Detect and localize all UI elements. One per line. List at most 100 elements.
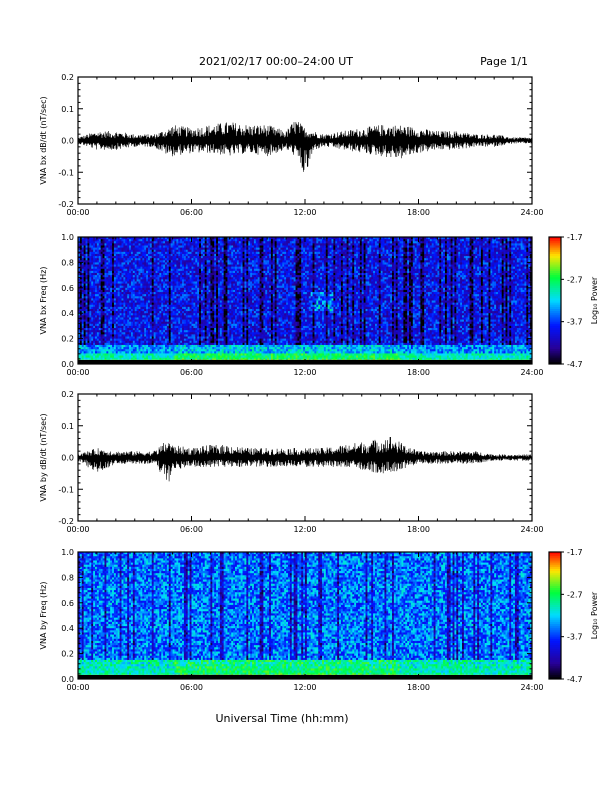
spectrogram-cell: [78, 323, 81, 327]
spectrogram: [78, 237, 533, 365]
spectrogram-cell: [87, 308, 90, 312]
spectrogram-cell: [89, 275, 92, 278]
spectrogram-cell: [85, 313, 88, 316]
spectrogram-cell: [85, 285, 88, 289]
spectrogram-cell: [79, 321, 83, 325]
spectrogram-cell: [78, 268, 81, 272]
spectrogram-cell: [79, 311, 83, 314]
spectrogram-cell: [79, 357, 83, 361]
spectrogram-cell: [87, 247, 90, 251]
page-number: Page 1/1: [480, 55, 528, 68]
spectrogram-cell: [85, 317, 88, 320]
spectrogram-cell: [89, 315, 92, 318]
spectrogram-cell: [87, 285, 90, 289]
spectrogram-cell: [79, 253, 83, 257]
spectrogram-cell: [79, 239, 83, 242]
spectrogram-cell: [89, 245, 92, 248]
spectrogram-cell: [85, 260, 88, 263]
spectrogram-cell: [79, 304, 83, 308]
spectrogram-cell: [81, 253, 85, 257]
spectrogram-cell: [85, 353, 88, 356]
spectrogram-cell: [89, 281, 92, 284]
spectrogram-cell: [87, 289, 90, 293]
spectrogram-cell: [83, 302, 86, 306]
spectrogram-cell: [89, 338, 92, 342]
spectrogram-cell: [83, 319, 86, 323]
spectrogram-cell: [81, 349, 85, 352]
spectrogram-cell: [81, 258, 85, 261]
spectrogram-cell: [81, 298, 85, 301]
spectrogram-cell: [81, 266, 85, 270]
spectrogram-cell: [83, 298, 86, 301]
spectrogram-cell: [81, 289, 85, 293]
spectrogram-cell: [87, 342, 90, 346]
spectrogram-cell: [81, 237, 85, 240]
spectrogram-cell: [87, 249, 90, 253]
spectrogram-cell: [87, 323, 90, 327]
spectrogram-cell: [83, 277, 86, 280]
spectrogram-cell: [89, 317, 92, 320]
spectrogram-cell: [87, 298, 90, 301]
spectrogram-cell: [81, 283, 85, 287]
spectrogram-cell: [89, 251, 92, 255]
x-tick-label: 06:00: [180, 208, 203, 217]
spectrogram-cell: [85, 237, 88, 240]
spectrogram-cell: [78, 344, 81, 348]
spectrogram-cell: [87, 262, 90, 265]
spectrogram-cell: [78, 247, 81, 251]
spectrogram-cell: [83, 294, 86, 297]
spectrogram-cell: [78, 336, 81, 339]
spectrogram-cell: [83, 256, 86, 259]
x-tick-label: 18:00: [407, 208, 430, 217]
spectrogram-cell: [78, 319, 81, 323]
spectrogram-cell: [85, 277, 88, 280]
spectrogram-cell: [85, 247, 88, 251]
spectrogram-cell: [78, 334, 81, 337]
spectrogram-cell: [89, 313, 92, 316]
spectrogram-cell: [85, 355, 88, 359]
spectrogram-cell: [79, 294, 83, 297]
spectrogram-cell: [81, 338, 85, 342]
spectrogram-cell: [87, 270, 90, 274]
spectrogram-cell: [81, 300, 85, 304]
spectrogram-cell: [85, 241, 88, 244]
spectrogram-cell: [85, 289, 88, 293]
spectrogram-cell: [85, 332, 88, 335]
spectrogram-cell: [85, 328, 88, 331]
spectrogram-cell: [85, 304, 88, 308]
spectrogram-cell: [81, 315, 85, 318]
spectrogram-cell: [87, 313, 90, 316]
x-tick-label: 00:00: [66, 208, 89, 217]
spectrogram-cell: [87, 243, 90, 246]
spectrogram-cell: [79, 277, 83, 280]
spectrogram-cell: [81, 340, 85, 344]
spectrogram-cell: [79, 353, 83, 356]
spectrogram-cell: [87, 241, 90, 244]
spectrogram-cell: [78, 285, 81, 289]
spectrogram-cell: [78, 330, 81, 333]
spectrogram-cell: [85, 340, 88, 344]
spectrogram-cell: [85, 342, 88, 346]
spectrogram-cell: [85, 338, 88, 342]
spectrogram-cell: [79, 355, 83, 359]
spectrogram-cell: [85, 243, 88, 246]
spectrogram-cell: [89, 247, 92, 251]
spectrogram-cell: [79, 243, 83, 246]
spectrogram-cell: [79, 313, 83, 316]
spectrogram-cell: [83, 287, 86, 291]
spectrogram-cell: [79, 268, 83, 272]
spectrogram-cell: [87, 253, 90, 257]
spectrogram-cell: [87, 338, 90, 342]
spectrogram-cell: [78, 283, 81, 287]
spectrogram-cell: [78, 249, 81, 253]
spectrogram-cell: [79, 292, 83, 295]
spectrogram-cell: [91, 237, 94, 240]
spectrogram-cell: [91, 247, 94, 251]
spectrogram-cell: [87, 277, 90, 280]
spectrogram-cell: [83, 239, 86, 242]
spectrogram-cell: [81, 287, 85, 291]
spectrogram-cell: [89, 277, 92, 280]
panels: 00:00 06:00 12:00 18:00 24:000.20.10.0-0.1-0…: [39, 73, 599, 692]
spectrogram-cell: [81, 319, 85, 323]
